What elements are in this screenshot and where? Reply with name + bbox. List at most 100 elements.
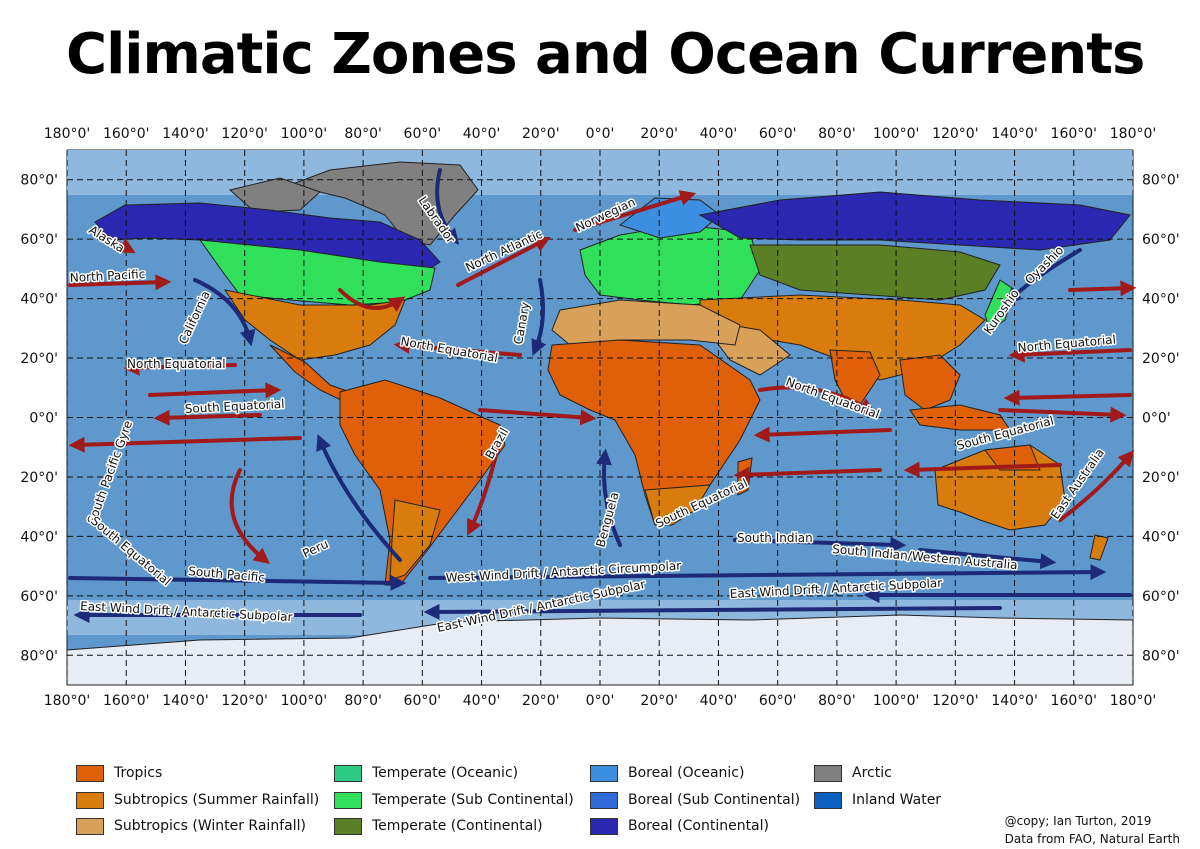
longitude-tick-label: 40°0'	[463, 693, 501, 709]
credits-copyright: @copy; Ian Turton, 2019	[1004, 814, 1152, 828]
current-arrows	[68, 168, 1137, 623]
southeast-asia	[899, 354, 961, 411]
latitude-tick-label: 0°0'	[29, 411, 58, 427]
current-arrow	[123, 359, 237, 376]
latitude-tick-label: 20°0'	[20, 351, 58, 367]
new-zealand	[1089, 534, 1109, 561]
current-label: South Equatorial	[184, 397, 284, 416]
legend-label: Tropics	[114, 765, 163, 781]
legend-swatch	[76, 817, 104, 835]
current-arrow	[1008, 346, 1132, 363]
current-arrow	[478, 408, 597, 426]
longitude-tick-label: 140°0'	[162, 126, 208, 142]
latitude-tick-label: 0°0'	[1142, 411, 1171, 427]
longitude-tick-label: 80°0'	[344, 693, 382, 709]
longitude-labels-top: 180°0' 160°0' 140°0' 120°0' 100°0' 80°0' 60°0'…	[44, 126, 1156, 142]
legend-item-boreal-continental: Boreal (Continental)	[590, 816, 769, 836]
longitude-tick-label: 160°0'	[103, 126, 149, 142]
current-arrow	[903, 461, 1062, 478]
longitude-tick-label: 120°0'	[221, 126, 267, 142]
current-arrow	[68, 274, 172, 291]
latitude-tick-label: 80°0'	[1142, 173, 1180, 189]
current-arrow	[153, 409, 262, 426]
longitude-tick-label: 40°0'	[700, 693, 738, 709]
legend-label: Temperate (Oceanic)	[372, 765, 519, 781]
current-arrow	[998, 406, 1127, 423]
longitude-tick-label: 60°0'	[759, 126, 797, 142]
latitude-tick-label: 20°0'	[20, 470, 58, 486]
longitude-tick-label: 0°0'	[586, 693, 615, 709]
africa-south	[644, 484, 711, 526]
latitude-tick-label: 40°0'	[1142, 529, 1180, 545]
longitude-tick-label: 60°0'	[759, 693, 797, 709]
map-title: Climatic Zones and Ocean Currents	[66, 22, 1145, 87]
legend-item-subtropics-summer: Subtropics (Summer Rainfall)	[76, 790, 319, 810]
longitude-tick-label: 80°0'	[818, 126, 856, 142]
longitude-tick-label: 100°0'	[873, 693, 919, 709]
latitude-tick-label: 40°0'	[1142, 292, 1180, 308]
current-arrow	[1058, 450, 1135, 522]
longitude-tick-label: 20°0'	[522, 693, 560, 709]
north-america-subtropics	[223, 289, 406, 361]
current-label: North Pacific	[69, 267, 145, 285]
longitude-tick-label: 180°0'	[1110, 693, 1156, 709]
longitude-tick-label: 0°0'	[586, 126, 615, 142]
longitude-tick-label: 20°0'	[522, 126, 560, 142]
longitude-tick-label: 80°0'	[818, 693, 856, 709]
legend-label: Boreal (Continental)	[628, 818, 769, 834]
longitude-tick-label: 140°0'	[991, 126, 1037, 142]
current-arrow	[531, 278, 547, 356]
legend-swatch	[814, 791, 842, 809]
latitude-tick-label: 60°0'	[1142, 232, 1180, 248]
legend-label: Inland Water	[852, 792, 942, 808]
current-arrow	[1068, 280, 1137, 297]
legend-swatch	[76, 791, 104, 809]
legend-item-subtropics-winter: Subtropics (Winter Rainfall)	[76, 816, 306, 836]
latitude-tick-label: 40°0'	[20, 292, 58, 308]
longitude-tick-label: 120°0'	[932, 126, 978, 142]
longitude-tick-label: 100°0'	[873, 126, 919, 142]
legend-item-temperate-oceanic: Temperate (Oceanic)	[334, 763, 518, 783]
longitude-tick-label: 120°0'	[932, 693, 978, 709]
current-arrow	[68, 436, 302, 453]
latitude-tick-label: 20°0'	[1142, 470, 1180, 486]
latitude-tick-label: 80°0'	[20, 648, 58, 664]
current-arrow	[1005, 248, 1082, 305]
current-arrow	[193, 278, 256, 347]
australia-north	[984, 444, 1041, 471]
latitude-tick-label: 40°0'	[20, 529, 58, 545]
legend-item-tropics: Tropics	[76, 763, 162, 783]
current-arrow	[423, 603, 1002, 620]
legend-swatch	[590, 791, 618, 809]
africa-north	[551, 299, 741, 346]
current-label: North Equatorial	[127, 357, 226, 371]
longitude-tick-label: 80°0'	[344, 126, 382, 142]
current-arrow	[573, 190, 697, 232]
credits: @copy; Ian Turton, 2019 Data from FAO, N…	[1005, 812, 1180, 848]
current-arrow	[316, 434, 402, 562]
legend-swatch	[334, 817, 362, 835]
longitude-tick-label: 120°0'	[221, 693, 267, 709]
longitude-tick-label: 60°0'	[404, 693, 442, 709]
legend-item-temperate-continental: Temperate (Continental)	[334, 816, 543, 836]
latitude-tick-label: 60°0'	[20, 232, 58, 248]
legend-swatch	[76, 764, 104, 782]
current-arrow	[68, 574, 407, 591]
longitude-tick-label: 40°0'	[700, 126, 738, 142]
legend-swatch	[814, 764, 842, 782]
legend-label: Boreal (Sub Continental)	[628, 792, 801, 808]
latitude-labels-right: 80°0' 60°0' 40°0' 20°0' 0°0' 20°0' 40°0' 60°0' 8…	[1142, 173, 1180, 665]
latitude-tick-label: 20°0'	[1142, 351, 1180, 367]
current-arrow	[918, 548, 1057, 570]
longitude-labels-bottom: 180°0' 160°0' 140°0' 120°0' 100°0' 80°0' 60°0'…	[44, 693, 1156, 709]
longitude-tick-label: 20°0'	[640, 126, 678, 142]
current-arrow	[338, 288, 406, 312]
legend-label: Temperate (Continental)	[372, 818, 543, 834]
current-arrow	[1003, 389, 1132, 406]
current-arrow	[393, 337, 522, 357]
graticule	[66, 150, 1134, 685]
longitude-tick-label: 40°0'	[463, 126, 501, 142]
longitude-tick-label: 20°0'	[640, 693, 678, 709]
longitude-tick-label: 180°0'	[44, 126, 90, 142]
